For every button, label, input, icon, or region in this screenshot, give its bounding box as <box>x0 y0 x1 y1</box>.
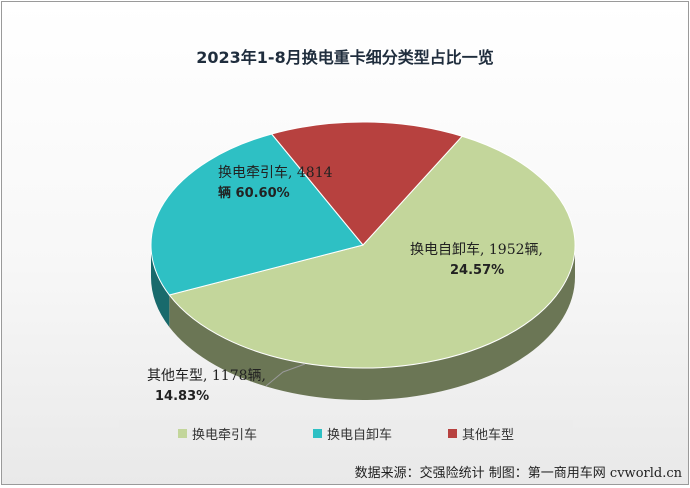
label-tractor: 换电牵引车, 4814 辆 60.60% <box>218 163 333 204</box>
pie-slice-other <box>270 121 463 246</box>
label-tractor-line2: 辆 60.60% <box>218 186 290 201</box>
label-tractor-line1: 换电牵引车, 4814 <box>218 165 333 181</box>
leader-line-other <box>265 363 306 387</box>
label-other-line2: 14.83% <box>155 389 210 404</box>
pie-top <box>150 121 576 369</box>
label-other: 其他车型, 1178辆, 14.83% <box>147 366 266 407</box>
label-dump-line2: 24.57% <box>450 263 505 278</box>
pie-slice-tractor <box>168 135 576 369</box>
source-note: 数据来源：交强险统计 制图：第一商用车网 cvworld.cn <box>354 466 682 481</box>
legend: 换电牵引车 换电自卸车 其他车型 <box>119 420 573 446</box>
label-dump-line1: 换电自卸车, 1952辆, <box>410 242 543 258</box>
pie-sides <box>151 245 575 401</box>
chart-title: 2023年1-8月换电重卡细分类型占比一览 <box>196 48 494 67</box>
legend-label-dump: 换电自卸车 <box>326 427 392 443</box>
label-other-line1: 其他车型, 1178辆, <box>147 368 266 384</box>
pie-slice-dump <box>150 133 364 296</box>
legend-item-dump: 换电自卸车 <box>312 424 392 443</box>
legend-item-tractor: 换电牵引车 <box>177 424 257 443</box>
label-dump: 换电自卸车, 1952辆, 24.57% <box>410 240 543 281</box>
legend-swatch-tractor <box>177 428 187 438</box>
legend-swatch-other <box>448 428 457 438</box>
legend-label-other: 其他车型 <box>462 427 515 443</box>
pie-side-tractor <box>169 245 575 401</box>
legend-label-tractor: 换电牵引车 <box>191 427 257 443</box>
legend-swatch-dump <box>312 428 322 438</box>
legend-item-other: 其他车型 <box>448 424 514 443</box>
pie-side-dump <box>151 245 170 327</box>
